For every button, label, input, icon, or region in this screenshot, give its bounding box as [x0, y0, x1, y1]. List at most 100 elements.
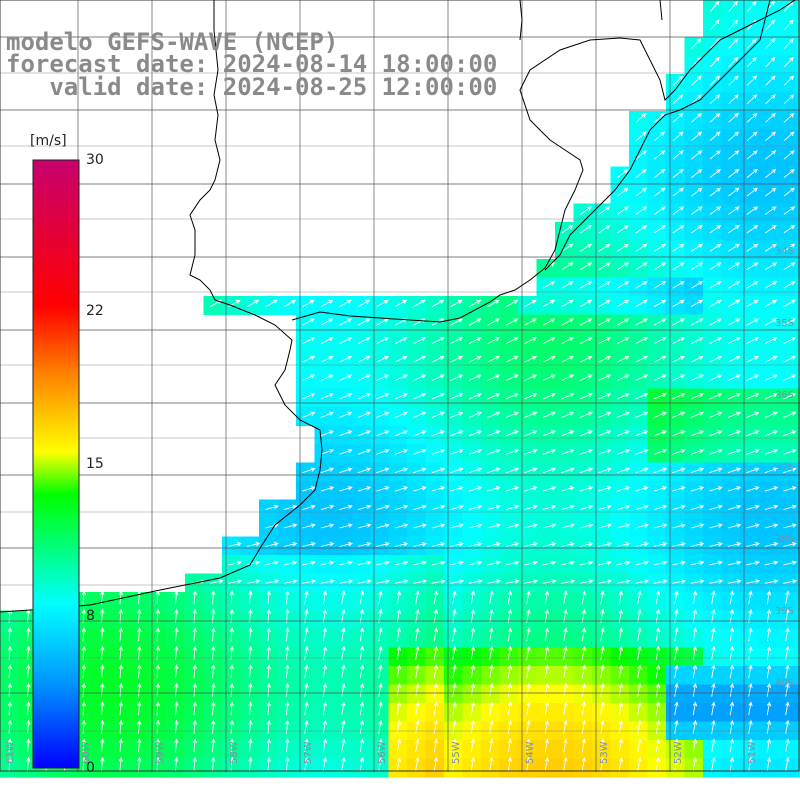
wind-arrow: [304, 756, 309, 771]
wind-arrow: [376, 579, 391, 584]
wind-arrow: [118, 608, 124, 623]
wind-cell: [703, 259, 723, 279]
wind-arrow: [544, 738, 550, 753]
wind-arrow: [468, 504, 483, 511]
wind-arrow: [246, 542, 261, 547]
wind-arrow: [524, 355, 538, 363]
wind-arrow: [616, 281, 630, 289]
wind-cell: [555, 259, 575, 279]
wind-cell: [795, 610, 800, 630]
wind-arrow: [765, 225, 777, 234]
wind-arrow: [209, 579, 224, 584]
wind-arrow: [266, 682, 272, 697]
wind-arrow: [672, 243, 685, 252]
wind-arrow: [542, 486, 557, 492]
wind-arrow: [690, 467, 705, 474]
wind-arrow: [709, 243, 722, 252]
wind-arrow: [729, 682, 735, 697]
lon-label: 53W: [599, 741, 610, 764]
wind-arrow: [766, 664, 772, 679]
wind-arrow: [690, 281, 704, 289]
wind-arrow: [526, 590, 531, 605]
wind-arrow: [600, 738, 605, 753]
wind-arrow: [581, 719, 587, 734]
wind-arrow: [544, 756, 550, 771]
wind-cell: [795, 18, 800, 38]
wind-arrow: [487, 579, 502, 584]
wind-arrow: [228, 560, 242, 566]
wind-arrow: [561, 560, 575, 566]
wind-arrow: [654, 206, 666, 215]
wind-arrow: [304, 719, 309, 734]
wind-arrow: [285, 627, 290, 642]
wind-arrow: [674, 608, 679, 623]
wind-arrow: [690, 542, 705, 547]
wind-arrow: [524, 467, 538, 474]
wind-arrow: [618, 627, 624, 642]
wind-arrow: [320, 374, 334, 381]
wind-arrow: [692, 590, 698, 605]
wind-arrow: [526, 738, 531, 753]
wind-arrow: [764, 299, 778, 308]
wind-arrow: [727, 579, 742, 584]
wind-arrow: [285, 608, 290, 623]
wind-arrow: [137, 664, 142, 679]
wind-arrow: [174, 608, 179, 623]
wind-cell: [795, 148, 800, 168]
wind-arrow: [396, 627, 402, 642]
colorbar-unit: [m/s]: [30, 133, 67, 149]
wind-arrow: [728, 206, 740, 215]
wind-arrow: [729, 719, 735, 734]
wind-arrow: [304, 645, 309, 660]
wind-arrow: [617, 225, 629, 234]
wind-cell: [777, 37, 797, 57]
wind-arrow: [470, 645, 476, 660]
wind-cell: [592, 259, 612, 279]
wind-arrow: [653, 243, 666, 252]
wind-arrow: [783, 579, 798, 584]
wind-arrow: [783, 150, 795, 160]
wind-arrow: [637, 608, 642, 623]
wind-arrow: [765, 56, 776, 68]
wind-arrow: [637, 719, 642, 734]
wind-arrow: [561, 262, 574, 271]
wind-arrow: [728, 38, 739, 49]
wind-cell: [518, 296, 538, 316]
wind-arrow: [339, 337, 352, 345]
wind-arrow: [155, 719, 161, 734]
wind-cell: [795, 462, 800, 482]
wind-arrow: [118, 645, 124, 660]
wind-arrow: [653, 579, 668, 584]
wind-arrow: [302, 486, 316, 492]
wind-arrow: [229, 701, 235, 716]
wind-arrow: [653, 411, 667, 418]
wind-arrow: [580, 225, 592, 234]
wind-arrow: [524, 579, 539, 584]
wind-arrow: [655, 756, 661, 771]
wind-arrow: [468, 299, 482, 308]
wind-arrow: [783, 504, 797, 511]
wind-arrow: [524, 486, 538, 492]
wind-arrow: [266, 756, 272, 771]
wind-arrow: [709, 318, 722, 326]
wind-arrow: [248, 701, 253, 716]
wind-arrow: [302, 374, 316, 381]
wind-arrow: [359, 682, 365, 697]
wind-arrow: [783, 243, 796, 252]
wind-arrow: [526, 627, 531, 642]
wind-cell: [795, 222, 800, 242]
wind-arrow: [672, 131, 684, 142]
wind-arrow: [155, 645, 161, 660]
wind-arrow: [783, 281, 796, 289]
wind-arrow: [653, 448, 668, 455]
title-model: modelo GEFS-WAVE (NCEP): [6, 28, 339, 56]
wind-arrow: [542, 318, 556, 326]
wind-arrow: [322, 719, 328, 734]
wind-arrow: [394, 504, 409, 511]
wind-arrow: [26, 701, 31, 716]
wind-arrow: [579, 448, 594, 455]
wind-arrow: [542, 430, 557, 437]
wind-arrow: [709, 299, 722, 308]
wind-arrow: [635, 560, 649, 566]
wind-arrow: [618, 756, 624, 771]
